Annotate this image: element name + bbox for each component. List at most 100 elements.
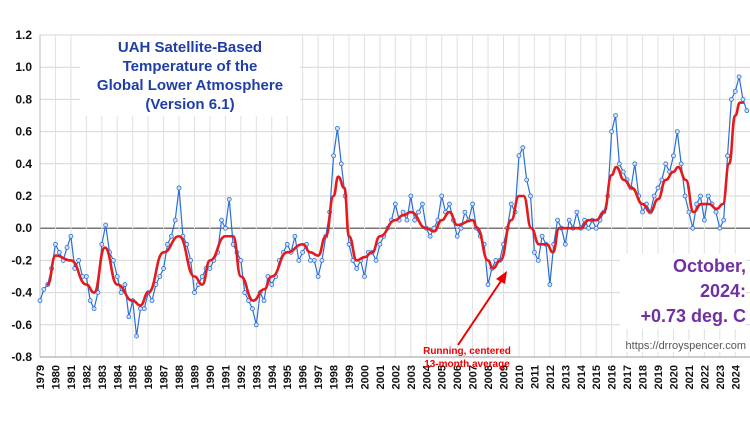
y-tick-label: -0.6 (11, 318, 32, 332)
callout-line: October, (672, 256, 746, 276)
monthly-data-point (118, 290, 124, 296)
monthly-data-point (640, 209, 645, 215)
x-tick-label: 2004 (421, 364, 433, 389)
monthly-data-point (311, 257, 317, 263)
monthly-data-point (728, 97, 734, 102)
monthly-data-point (319, 257, 325, 263)
monthly-data-point (37, 298, 43, 304)
monthly-data-point (192, 290, 197, 296)
monthly-data-point (126, 314, 132, 320)
monthly-data-point (462, 209, 468, 215)
monthly-data-point (400, 209, 406, 215)
x-tick-label: 2002 (390, 365, 402, 389)
monthly-data-point (141, 306, 147, 312)
monthly-data-point (458, 225, 464, 231)
x-tick-label: 1988 (174, 365, 186, 389)
callout-line: +0.73 deg. C (640, 306, 746, 326)
monthly-data-point (740, 97, 746, 102)
monthly-data-point (362, 274, 367, 279)
monthly-data-point (296, 257, 302, 263)
monthly-data-point (392, 201, 398, 207)
x-tick-label: 2012 (545, 365, 557, 389)
x-tick-label: 1992 (236, 365, 248, 389)
monthly-data-point (535, 257, 541, 263)
x-tick-label: 2007 (468, 365, 480, 389)
monthly-data-point (725, 153, 730, 159)
monthly-data-point (717, 225, 723, 231)
monthly-data-point (83, 274, 89, 279)
monthly-data-point (315, 274, 321, 279)
monthly-data-point (168, 233, 174, 239)
monthly-data-point (157, 274, 163, 279)
x-tick-label: 1998 (329, 365, 341, 389)
monthly-data-point (690, 225, 696, 231)
monthly-data-point (307, 257, 313, 263)
title-line: (Version 6.1) (145, 96, 235, 113)
monthly-data-point (269, 282, 275, 287)
monthly-data-point (520, 145, 526, 151)
monthly-data-point (64, 245, 70, 250)
x-tick-label: 1997 (313, 365, 325, 389)
monthly-data-point (242, 290, 248, 296)
monthly-data-point (41, 286, 47, 292)
monthly-data-point (586, 225, 591, 231)
monthly-data-point (655, 185, 661, 191)
monthly-data-point (188, 257, 194, 263)
x-tick-label: 2017 (622, 365, 634, 389)
monthly-data-point (555, 217, 560, 223)
y-tick-label: 0.4 (15, 157, 32, 171)
x-tick-label: 1980 (50, 365, 62, 389)
monthly-data-point (149, 298, 155, 304)
y-tick-label: 1.0 (15, 60, 32, 74)
monthly-data-point (528, 193, 533, 199)
monthly-data-point (226, 196, 232, 202)
monthly-data-point (165, 241, 170, 247)
monthly-data-point (651, 193, 657, 199)
x-tick-label: 1985 (128, 365, 140, 389)
chart-title: UAH Satellite-Based Temperature of the G… (80, 36, 300, 116)
monthly-data-point (701, 217, 707, 223)
monthly-data-point (447, 201, 452, 207)
monthly-data-point (678, 161, 684, 167)
title-line: Global Lower Atmosphere (96, 77, 284, 94)
callout-line: 2024: (699, 281, 746, 301)
x-tick-label: 1979 (35, 365, 47, 389)
monthly-data-point (470, 201, 476, 207)
y-tick-label: 0.8 (15, 92, 32, 106)
monthly-data-point (705, 193, 711, 199)
monthly-data-point (682, 193, 688, 199)
x-tick-label: 1999 (344, 365, 356, 389)
y-tick-label: 0.6 (15, 125, 32, 139)
monthly-data-point (103, 222, 109, 228)
x-tick-label: 2022 (699, 365, 711, 389)
monthly-data-point (253, 322, 259, 328)
monthly-data-point (284, 241, 290, 247)
monthly-data-point (732, 88, 738, 94)
annotation-arrow (457, 277, 504, 346)
monthly-data-point (335, 125, 340, 131)
monthly-data-point (616, 161, 622, 167)
monthly-data-point (346, 241, 352, 247)
monthly-data-point (138, 306, 143, 312)
monthly-data-point (454, 233, 460, 239)
running-average-line (46, 101, 745, 307)
monthly-data-point (292, 233, 298, 239)
monthly-data-point (516, 153, 522, 159)
x-tick-label: 2020 (668, 365, 680, 389)
x-tick-label: 2015 (591, 365, 603, 389)
y-tick-label: 0.2 (15, 189, 32, 203)
monthly-data-point (404, 217, 410, 223)
monthly-data-point (56, 249, 62, 255)
x-tick-label: 2008 (483, 365, 495, 389)
monthly-data-point (539, 233, 545, 239)
monthly-data-point (338, 161, 344, 167)
x-tick-label: 1983 (97, 365, 109, 389)
monthly-data-point (261, 298, 267, 304)
x-tick-label: 2006 (452, 365, 464, 389)
monthly-data-point (416, 209, 421, 215)
x-tick-label: 1993 (251, 365, 263, 389)
monthly-data-point (238, 257, 244, 263)
monthly-data-point (632, 161, 638, 167)
monthly-data-point (485, 282, 491, 287)
x-tick-label: 1989 (190, 365, 202, 389)
